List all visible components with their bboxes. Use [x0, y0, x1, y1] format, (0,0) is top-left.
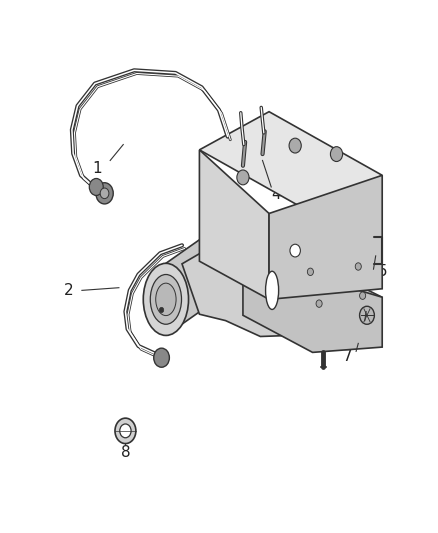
- Circle shape: [330, 147, 343, 161]
- Ellipse shape: [200, 223, 245, 296]
- Circle shape: [115, 418, 136, 443]
- Circle shape: [96, 183, 113, 204]
- Polygon shape: [269, 175, 382, 300]
- Text: 6: 6: [369, 317, 378, 332]
- Ellipse shape: [265, 271, 279, 310]
- Ellipse shape: [156, 283, 176, 316]
- Ellipse shape: [143, 263, 188, 335]
- Circle shape: [289, 138, 301, 153]
- Polygon shape: [166, 223, 223, 335]
- Circle shape: [237, 170, 249, 185]
- Text: 1: 1: [92, 161, 102, 176]
- Circle shape: [100, 188, 109, 199]
- Circle shape: [360, 292, 366, 300]
- Text: 5: 5: [378, 264, 387, 279]
- Ellipse shape: [150, 274, 181, 324]
- Circle shape: [89, 179, 103, 196]
- Circle shape: [360, 306, 374, 324]
- Circle shape: [120, 424, 131, 438]
- Circle shape: [307, 268, 314, 276]
- Polygon shape: [199, 150, 269, 300]
- Circle shape: [159, 308, 164, 313]
- Circle shape: [154, 348, 170, 367]
- Circle shape: [290, 244, 300, 257]
- Circle shape: [355, 263, 361, 270]
- Circle shape: [316, 300, 322, 308]
- Text: 8: 8: [120, 445, 130, 459]
- Text: 2: 2: [64, 283, 74, 298]
- Polygon shape: [182, 228, 382, 336]
- Polygon shape: [243, 256, 382, 352]
- Text: 4: 4: [271, 188, 280, 203]
- Text: 7: 7: [343, 349, 352, 364]
- Polygon shape: [199, 112, 382, 214]
